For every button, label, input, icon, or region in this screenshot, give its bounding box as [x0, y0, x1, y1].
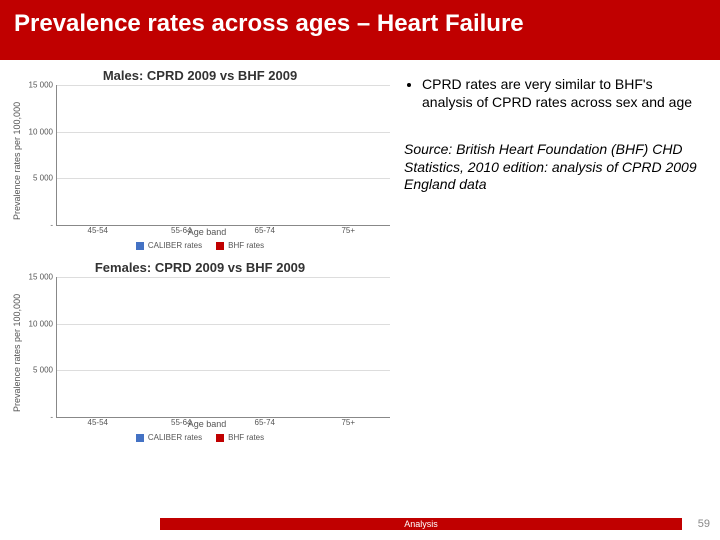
- legend-item-bhf: BHF rates: [216, 241, 264, 250]
- legend-label: CALIBER rates: [148, 241, 202, 250]
- slide-title: Prevalence rates across ages – Heart Fai…: [14, 10, 706, 38]
- legend-swatch: [216, 434, 224, 442]
- footer-tag: Analysis: [404, 519, 438, 529]
- chart-title: Males: CPRD 2009 vs BHF 2009: [10, 68, 390, 83]
- footer: Analysis 59: [0, 518, 720, 530]
- legend-label: BHF rates: [228, 241, 264, 250]
- charts-column: Males: CPRD 2009 vs BHF 2009 Prevalence r…: [10, 64, 390, 448]
- y-axis-label: Prevalence rates per 100,000: [10, 277, 24, 429]
- bars-container: [57, 85, 390, 225]
- chart-females: Females: CPRD 2009 vs BHF 2009 Prevalence…: [10, 256, 390, 448]
- plot-wrap: -5 00010 00015 00045-5455-6465-7475+Age …: [24, 277, 390, 429]
- legend: CALIBER rates BHF rates: [10, 241, 390, 250]
- y-tick-label: 15 000: [29, 81, 57, 90]
- y-tick-label: 10 000: [29, 319, 57, 328]
- bullet-list: CPRD rates are very similar to BHF's ana…: [422, 76, 704, 111]
- chart-title: Females: CPRD 2009 vs BHF 2009: [10, 260, 390, 275]
- legend-label: BHF rates: [228, 433, 264, 442]
- text-column: CPRD rates are very similar to BHF's ana…: [404, 64, 710, 448]
- legend-item-caliber: CALIBER rates: [136, 241, 202, 250]
- x-axis-label: Age band: [24, 227, 390, 237]
- chart-area: Prevalence rates per 100,000-5 00010 000…: [10, 277, 390, 429]
- y-tick-label: -: [50, 413, 57, 422]
- page-number: 59: [690, 518, 720, 530]
- chart-area: Prevalence rates per 100,000-5 00010 000…: [10, 85, 390, 237]
- bullet-item: CPRD rates are very similar to BHF's ana…: [422, 76, 704, 111]
- plot: -5 00010 00015 000: [56, 277, 390, 418]
- x-axis-label: Age band: [24, 419, 390, 429]
- plot-wrap: -5 00010 00015 00045-5455-6465-7475+Age …: [24, 85, 390, 237]
- legend-swatch: [136, 434, 144, 442]
- y-tick-label: 5 000: [33, 366, 57, 375]
- y-tick-label: 15 000: [29, 273, 57, 282]
- y-axis-label: Prevalence rates per 100,000: [10, 85, 24, 237]
- y-tick-label: 10 000: [29, 127, 57, 136]
- legend-label: CALIBER rates: [148, 433, 202, 442]
- legend-swatch: [216, 242, 224, 250]
- legend-item-caliber: CALIBER rates: [136, 433, 202, 442]
- legend: CALIBER rates BHF rates: [10, 433, 390, 442]
- y-tick-label: -: [50, 221, 57, 230]
- content-area: Males: CPRD 2009 vs BHF 2009 Prevalence r…: [0, 60, 720, 448]
- slide: Prevalence rates across ages – Heart Fai…: [0, 0, 720, 540]
- footer-tag-bar: Analysis: [160, 518, 682, 530]
- source-text: Source: British Heart Foundation (BHF) C…: [404, 141, 704, 194]
- plot: -5 00010 00015 000: [56, 85, 390, 226]
- chart-males: Males: CPRD 2009 vs BHF 2009 Prevalence r…: [10, 64, 390, 256]
- legend-swatch: [136, 242, 144, 250]
- legend-item-bhf: BHF rates: [216, 433, 264, 442]
- bars-container: [57, 277, 390, 417]
- title-bar: Prevalence rates across ages – Heart Fai…: [0, 0, 720, 60]
- y-tick-label: 5 000: [33, 174, 57, 183]
